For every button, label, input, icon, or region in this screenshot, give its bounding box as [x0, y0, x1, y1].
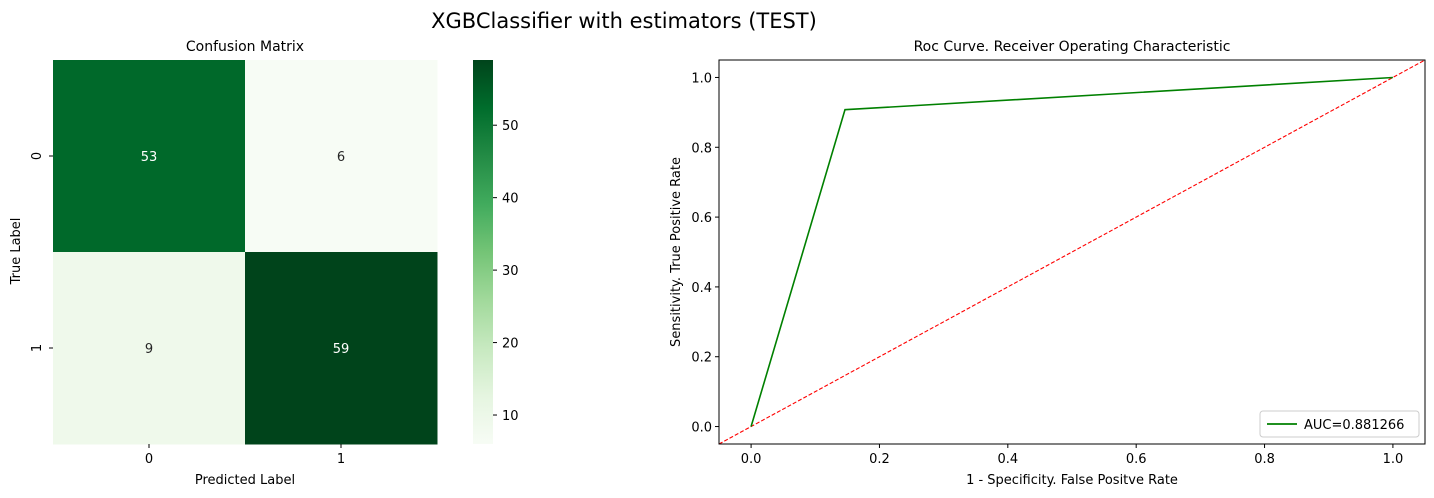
heatmap-annotation-1-0: 9 — [145, 342, 153, 357]
roc-ylabel: Sensitivity. True Positive Rate — [669, 157, 684, 347]
roc-y-tick-label: 0.6 — [691, 211, 712, 226]
heatmap-cell-0-1 — [245, 60, 438, 253]
roc-y-tick-label: 0.8 — [691, 141, 712, 156]
roc-x-ticks: 0.0 0.2 0.4 0.6 0.8 1.0 — [741, 444, 1404, 467]
heatmap-annotation-0-0: 53 — [141, 150, 158, 165]
roc-y-tick-label: 0.0 — [691, 421, 712, 436]
heatmap-cell-1-0 — [53, 252, 246, 445]
roc-x-tick-label: 1.0 — [1383, 452, 1404, 467]
legend-label: AUC=0.881266 — [1304, 418, 1404, 433]
heatmap-y-ticks: 01 — [30, 152, 53, 352]
heatmap-cell-1-1 — [245, 252, 438, 445]
roc-x-tick-label: 0.4 — [997, 452, 1018, 467]
roc-y-tick-label: 0.4 — [691, 281, 712, 296]
colorbar-ticks: 10 20 30 40 50 — [493, 119, 519, 424]
colorbar-tick-label: 20 — [502, 337, 519, 352]
roc-diagonal-reference-line — [719, 60, 1425, 444]
heatmap-annotation-0-1: 6 — [337, 150, 345, 165]
heatmap-y-tick-label: 1 — [30, 344, 45, 352]
heatmap-y-tick-label: 0 — [30, 152, 45, 160]
roc-x-tick-label: 0.6 — [1126, 452, 1147, 467]
roc-xlabel: 1 - Specificity. False Positve Rate — [966, 473, 1178, 488]
roc-lines — [719, 60, 1425, 444]
legend-box — [1259, 410, 1420, 438]
heatmap-title: Confusion Matrix — [186, 39, 304, 55]
roc-x-tick-label: 0.8 — [1254, 452, 1275, 467]
heatmap-annotations: 53 6 9 59 — [141, 150, 350, 357]
colorbar-tick-label: 10 — [502, 409, 519, 424]
heatmap-ylabel: True Label — [9, 218, 24, 286]
roc-x-tick-label: 0.2 — [869, 452, 890, 467]
roc-x-tick-label: 0.0 — [741, 452, 762, 467]
heatmap-cell-0-0 — [53, 60, 246, 253]
roc-curve-line — [750, 76, 1393, 427]
roc-axes-frame — [718, 59, 1426, 445]
roc-y-tick-label: 0.2 — [691, 351, 712, 366]
heatmap-annotation-1-1: 59 — [333, 342, 350, 357]
figure-suptitle: XGBClassifier with estimators (TEST) — [431, 9, 817, 33]
roc-legend: AUC=0.881266 — [1259, 410, 1420, 438]
colorbar-tick-label: 50 — [502, 119, 519, 134]
colorbar — [473, 60, 493, 444]
colorbar-tick-label: 40 — [502, 192, 519, 207]
roc-y-tick-label: 1.0 — [691, 71, 712, 86]
roc-y-ticks: 0.0 0.2 0.4 0.6 0.8 1.0 — [691, 71, 719, 436]
heatmap-x-tick-label: 1 — [337, 452, 345, 467]
roc-curve-chart: Roc Curve. Receiver Operating Characteri… — [669, 39, 1426, 488]
heatmap-x-tick-label: 0 — [145, 452, 153, 467]
heatmap-cells — [53, 60, 438, 445]
roc-title: Roc Curve. Receiver Operating Characteri… — [914, 39, 1231, 55]
colorbar-tick-label: 30 — [502, 264, 519, 279]
heatmap-xlabel: Predicted Label — [195, 473, 295, 488]
